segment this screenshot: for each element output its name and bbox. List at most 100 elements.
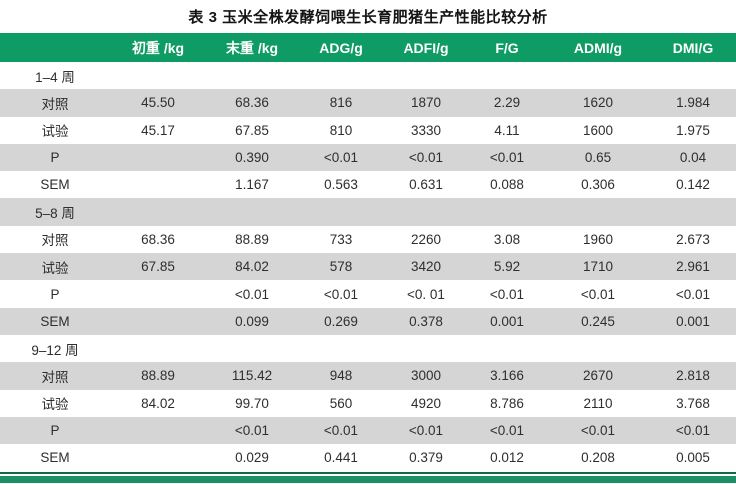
table-row: 对照 68.36 88.89 733 2260 3.08 1960 2.673	[0, 226, 736, 253]
row-label: 对照	[0, 362, 110, 390]
table-row: SEM 1.167 0.563 0.631 0.088 0.306 0.142	[0, 171, 736, 198]
table-cell: 1.975	[676, 122, 710, 138]
table-cell: <0.01	[580, 286, 616, 302]
table-cell	[468, 335, 546, 362]
table-cell: <0.01	[675, 286, 711, 302]
table-cell: 2.961	[650, 253, 736, 281]
table-cell: 0.005	[676, 450, 710, 466]
section-row: 9–12 周	[0, 335, 736, 362]
table-title: 表 3 玉米全株发酵饲喂生长育肥猪生产性能比较分析	[188, 9, 548, 26]
table-cell	[546, 335, 650, 362]
table-cell	[298, 62, 384, 89]
table-cell: 1.984	[650, 89, 736, 117]
table-cell: 0.04	[650, 143, 736, 172]
row-label: SEM	[0, 307, 110, 335]
table-cell: 3.166	[468, 362, 546, 390]
table-cell: 3000	[384, 362, 468, 390]
row-label: 对照	[41, 233, 69, 249]
header-cell-initial-weight: 初重 /kg	[110, 33, 206, 62]
table-cell: 4920	[410, 395, 442, 411]
table-cell: 3.08	[493, 231, 521, 247]
table-cell: 1710	[546, 253, 650, 281]
footer-gap	[0, 474, 736, 477]
header-cell-adfi: ADFI/g	[384, 33, 468, 62]
header-cell-fg: F/G	[468, 33, 546, 62]
table-cell: 0.65	[546, 143, 650, 172]
table-cell: 0.563	[324, 177, 358, 193]
section-row: 1–4 周	[0, 62, 736, 89]
table-cell: 1.167	[235, 177, 269, 193]
table-cell: 8.786	[490, 395, 524, 411]
table-cell	[468, 62, 546, 89]
table-row: 对照 45.50 68.36 816 1870 2.29 1620 1.984	[0, 89, 736, 117]
table-cell: 810	[329, 122, 353, 138]
row-label: 试验	[0, 253, 110, 281]
table-cell: 0.631	[409, 177, 443, 193]
table-cell: 4.11	[494, 122, 520, 138]
table-cell: 0.441	[324, 450, 358, 466]
table-cell: 0.378	[384, 307, 468, 335]
table-row: 试验 84.02 99.70 560 4920 8.786 2110 3.768	[0, 390, 736, 417]
table-cell: 1600	[582, 122, 614, 138]
table-cell: 2260	[410, 231, 442, 247]
table-cell: 0.088	[490, 177, 524, 193]
table-cell	[206, 198, 298, 226]
footer-rule-line	[0, 472, 736, 475]
table-row: 对照 88.89 115.42 948 3000 3.166 2670 2.818	[0, 362, 736, 390]
table-cell: 0.029	[235, 450, 269, 466]
table-cell	[650, 62, 736, 89]
table-cell: 0.001	[650, 307, 736, 335]
table-cell: 578	[298, 253, 384, 281]
table-cell	[206, 335, 298, 362]
table-cell	[110, 280, 206, 307]
table-cell: 67.85	[110, 253, 206, 281]
table-cell: 84.02	[206, 253, 298, 281]
table-cell: <0.01	[384, 416, 468, 445]
table-cell: 1870	[384, 89, 468, 117]
table-cell: 733	[329, 231, 353, 247]
table-cell: <0.01	[298, 416, 384, 445]
row-label: P	[0, 143, 110, 172]
table-cell: <0.01	[298, 143, 384, 172]
table-cell	[650, 198, 736, 226]
table-row: P 0.390 <0.01 <0.01 <0.01 0.65 0.04	[0, 143, 736, 172]
table-cell: 45.50	[110, 89, 206, 117]
table-cell: 0.208	[581, 450, 615, 466]
table-cell	[298, 335, 384, 362]
table-cell: <0.01	[206, 416, 298, 445]
table-cell: 3330	[410, 122, 442, 138]
table-cell: 0.001	[468, 307, 546, 335]
table-cell: 5.92	[468, 253, 546, 281]
table-cell: <0.01	[650, 416, 736, 445]
table-cell: 0.306	[581, 177, 615, 193]
table-cell: 68.36	[141, 231, 175, 247]
table-cell: 1960	[582, 231, 614, 247]
table-cell	[110, 335, 206, 362]
table-cell	[206, 62, 298, 89]
table-cell: 1620	[546, 89, 650, 117]
header-cell-adg: ADG/g	[298, 33, 384, 62]
table-cell	[110, 171, 206, 198]
table-cell: <0.01	[468, 416, 546, 445]
table-cell: 2.818	[650, 362, 736, 390]
table-cell: 948	[298, 362, 384, 390]
header-cell-final-weight: 末重 /kg	[206, 33, 298, 62]
table-cell	[384, 335, 468, 362]
table-cell: 2110	[583, 395, 613, 411]
table-cell: <0.01	[546, 416, 650, 445]
table-cell	[110, 307, 206, 335]
table-cell	[110, 143, 206, 172]
header-cell-admi: ADMI/g	[546, 33, 650, 62]
table-cell	[384, 198, 468, 226]
table-cell: 2670	[546, 362, 650, 390]
table-cell: 68.36	[206, 89, 298, 117]
table-header-row: 初重 /kg 末重 /kg ADG/g ADFI/g F/G ADMI/g DM…	[0, 33, 736, 62]
row-label: 5–8 周	[0, 198, 110, 226]
table-cell: 0.379	[409, 450, 443, 466]
table-row: 试验 67.85 84.02 578 3420 5.92 1710 2.961	[0, 253, 736, 281]
footer-gap	[0, 471, 736, 473]
row-label: 1–4 周	[35, 69, 75, 85]
table-cell: 67.85	[235, 122, 269, 138]
table-cell: <0.01	[384, 143, 468, 172]
